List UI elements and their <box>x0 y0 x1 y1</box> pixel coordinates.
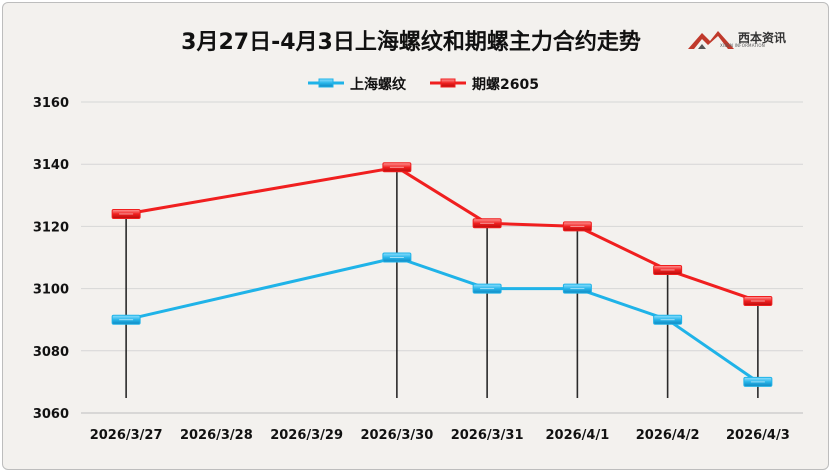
y-tick-label: 3080 <box>33 345 69 360</box>
axes: 3060 3080 3100 3120 3140 3160 2026/3/27 2026/3/… <box>33 96 803 443</box>
chart: 3月27日-4月3日上海螺纹和期螺主力合约走势 3060 3080 3100 3120… <box>33 29 803 443</box>
legend-label: 上海螺纹 <box>350 76 407 93</box>
y-tick-label: 3060 <box>33 407 69 422</box>
logo-subtext: XIBEN INFORMATION <box>720 43 765 48</box>
series <box>111 162 773 387</box>
x-tick-label: 2026/3/27 <box>90 428 163 443</box>
y-tick-label: 3160 <box>33 96 69 111</box>
legend-swatch-marker <box>440 78 456 88</box>
brand-logo: 西本资讯 XIBEN INFORMATION <box>688 27 798 53</box>
x-tick-label: 2026/3/29 <box>270 428 343 443</box>
x-tick-label: 2026/3/30 <box>360 428 433 443</box>
y-tick-label: 3140 <box>33 158 69 173</box>
x-tick-label: 2026/4/2 <box>636 428 700 443</box>
series-line <box>125 165 759 303</box>
legend: 上海螺纹 期螺2605 <box>308 76 539 93</box>
series-line <box>125 256 759 384</box>
y-tick-label: 3120 <box>33 220 69 235</box>
grid <box>81 101 803 352</box>
high-low-lines <box>125 167 759 398</box>
x-tick-label: 2026/4/1 <box>545 428 609 443</box>
x-tick-label: 2026/4/3 <box>726 428 790 443</box>
x-tick-label: 2026/3/28 <box>180 428 253 443</box>
mountain-logo-icon <box>688 31 734 49</box>
logo-text: 西本资讯 <box>738 31 787 45</box>
y-tick-label: 3100 <box>33 283 69 298</box>
legend-swatch-marker <box>318 78 334 88</box>
x-tick-label: 2026/3/31 <box>451 428 524 443</box>
chart-title: 3月27日-4月3日上海螺纹和期螺主力合约走势 <box>181 29 641 55</box>
legend-label: 期螺2605 <box>472 76 539 93</box>
